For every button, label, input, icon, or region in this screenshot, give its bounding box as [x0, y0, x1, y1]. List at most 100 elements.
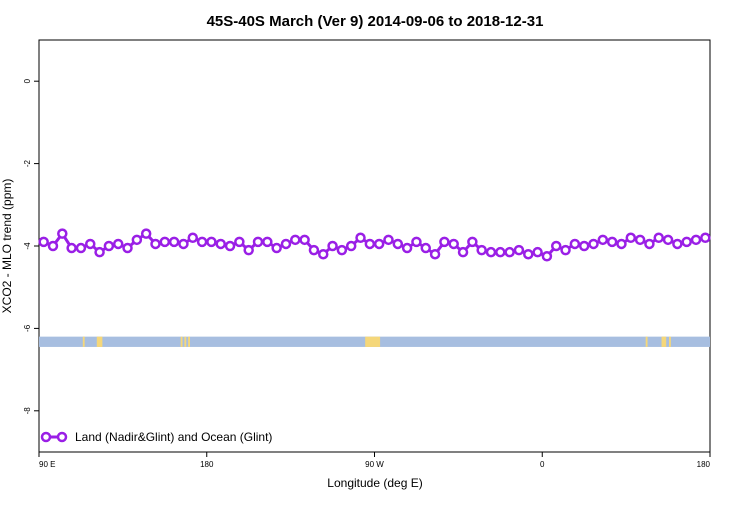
legend-swatch-marker — [40, 431, 52, 443]
series-point — [345, 240, 357, 252]
series-point — [112, 238, 124, 250]
series-point — [373, 238, 385, 250]
series-point — [606, 236, 618, 248]
series-point — [476, 244, 487, 256]
series-point — [616, 238, 627, 250]
series-point — [252, 236, 264, 248]
legend-label: Land (Nadir&Glint) and Ocean (Glint) — [75, 430, 272, 444]
series-point — [681, 236, 692, 248]
strip-land — [184, 336, 187, 347]
series-point — [513, 244, 525, 256]
series-point — [168, 236, 180, 248]
strip-land — [645, 336, 648, 347]
legend-swatch-marker — [56, 431, 68, 443]
series-point — [57, 228, 68, 239]
series-point — [541, 251, 553, 262]
x-tick-label: 180 — [200, 460, 214, 469]
series-point — [392, 238, 404, 250]
series-point — [485, 246, 497, 258]
y-axis: 0 -2 -4 -6 -8 — [23, 78, 39, 414]
series-point — [94, 246, 105, 258]
series-point — [215, 238, 226, 250]
series-point — [495, 246, 506, 258]
series-point — [271, 242, 282, 254]
series-point — [653, 232, 664, 244]
series-point — [625, 232, 637, 244]
y-axis-label: XCO2 - MLO trend (ppm) — [0, 179, 14, 314]
x-axis: 90 E 180 90 W 0 180 — [38, 452, 711, 469]
series-point — [38, 236, 49, 248]
series-layer — [38, 228, 711, 262]
x-tick-label: 180 — [697, 460, 711, 469]
series-point — [467, 236, 478, 248]
series-point — [224, 240, 236, 252]
series-point — [159, 236, 171, 248]
series-point — [578, 240, 590, 252]
series-point — [700, 232, 711, 244]
strip-land — [82, 336, 85, 347]
series-point — [66, 242, 77, 254]
series-point — [85, 238, 96, 250]
chart-title: 45S-40S March (Ver 9) 2014-09-06 to 2018… — [207, 13, 544, 30]
series-point — [317, 248, 329, 260]
series-point — [672, 238, 683, 250]
strip-land — [180, 336, 183, 347]
series-point — [187, 232, 199, 244]
y-tick-label: -4 — [23, 242, 32, 250]
series-point — [336, 244, 348, 256]
y-tick-label: 0 — [23, 78, 32, 83]
series-point — [644, 238, 655, 250]
series-point — [504, 246, 515, 258]
series-point — [150, 238, 161, 250]
strip-land — [661, 336, 667, 347]
series-point — [597, 234, 609, 246]
series-point — [178, 238, 189, 250]
strip-land — [668, 336, 671, 347]
series-point — [420, 242, 432, 254]
y-tick-label: -6 — [23, 324, 32, 332]
series-point — [364, 238, 376, 250]
series-point — [560, 244, 571, 256]
series-point — [327, 240, 338, 252]
series-point — [280, 238, 292, 250]
series-point — [429, 248, 441, 260]
series-point — [206, 236, 217, 248]
series-point — [523, 248, 534, 260]
x-tick-label: 0 — [540, 460, 545, 469]
series-point — [383, 234, 394, 246]
series-point — [140, 228, 152, 239]
series-point — [122, 242, 133, 254]
series-point — [448, 238, 459, 250]
series-point — [262, 236, 273, 248]
series-point — [401, 242, 413, 254]
legend: Land (Nadir&Glint) and Ocean (Glint) — [40, 430, 272, 444]
series-point — [243, 244, 254, 256]
x-tick-label: 90 W — [365, 460, 384, 469]
series-point — [75, 242, 87, 254]
series-point — [411, 236, 422, 248]
series-point — [457, 246, 469, 258]
y-tick-label: -8 — [23, 407, 32, 415]
series-point — [299, 234, 310, 246]
strip-land — [365, 336, 381, 347]
series-point — [290, 234, 301, 246]
series-point — [196, 236, 208, 248]
x-tick-label: 90 E — [39, 460, 55, 469]
series-point — [662, 234, 674, 246]
series-point — [355, 232, 366, 244]
series-point — [569, 238, 581, 250]
x-axis-label: Longitude (deg E) — [327, 476, 422, 490]
series-point — [550, 240, 562, 252]
y-tick-label: -2 — [23, 159, 32, 167]
series-point — [131, 234, 143, 246]
surface-strip — [39, 336, 710, 347]
series-point — [690, 234, 702, 246]
series-point — [439, 236, 450, 248]
strip-land — [96, 336, 103, 347]
series-point — [588, 238, 599, 250]
series-point — [47, 240, 59, 252]
series-point — [103, 240, 115, 252]
series-point — [634, 234, 646, 246]
